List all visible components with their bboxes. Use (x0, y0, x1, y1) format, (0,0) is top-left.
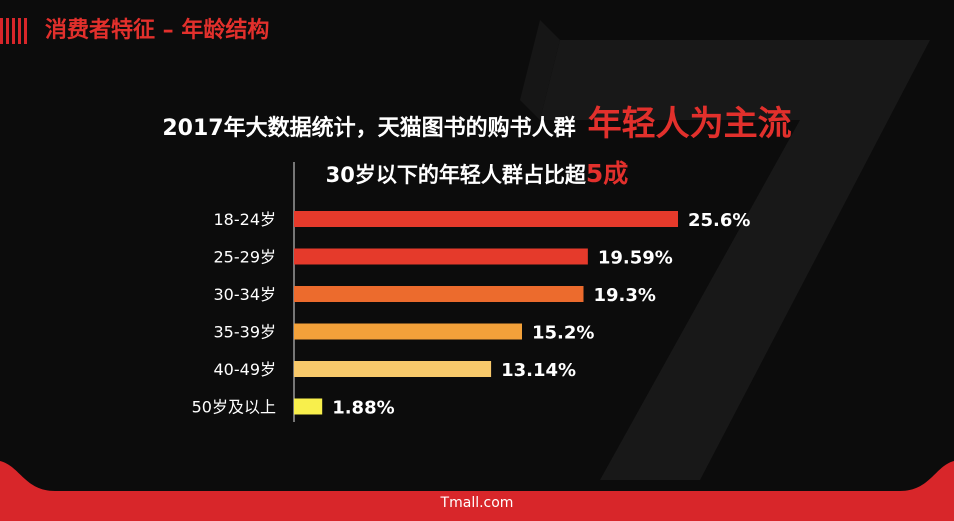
value-label: 19.3% (594, 285, 656, 306)
headline: 2017年大数据统计，天猫图书的购书人群 年轻人为主流 (0, 96, 954, 145)
subline: 30岁以下的年轻人群占比超5成 (0, 154, 954, 190)
footer-band (0, 461, 954, 521)
bar (294, 286, 584, 302)
bar (294, 361, 492, 377)
value-label: 15.2% (532, 323, 594, 344)
value-label: 25.6% (688, 210, 750, 231)
category-label: 40-49岁 (214, 360, 277, 379)
category-label: 25-29岁 (214, 248, 277, 267)
bar (294, 211, 678, 227)
subline-text: 30岁以下的年轻人群占比超 (325, 163, 586, 187)
slide-title: 消费者特征 – 年龄结构 (45, 18, 270, 43)
value-label: 13.14% (501, 360, 576, 381)
category-label: 18-24岁 (214, 210, 277, 229)
header-stripes-icon (0, 18, 28, 44)
slide-header: 消费者特征 – 年龄结构 (0, 14, 400, 48)
category-label: 50岁及以上 (192, 398, 276, 417)
category-label: 30-34岁 (214, 285, 277, 304)
headline-text: 2017年大数据统计，天猫图书的购书人群 (162, 116, 576, 141)
bar (294, 248, 588, 265)
category-label: 35-39岁 (214, 323, 277, 342)
bar (294, 398, 323, 415)
value-label: 19.59% (598, 248, 673, 269)
headline-emphasis: 年轻人为主流 (587, 104, 792, 144)
subline-emphasis: 5成 (585, 159, 629, 188)
bar (294, 323, 522, 340)
value-label: 1.88% (332, 398, 394, 419)
footer-brand: Tmall.com (440, 495, 514, 511)
